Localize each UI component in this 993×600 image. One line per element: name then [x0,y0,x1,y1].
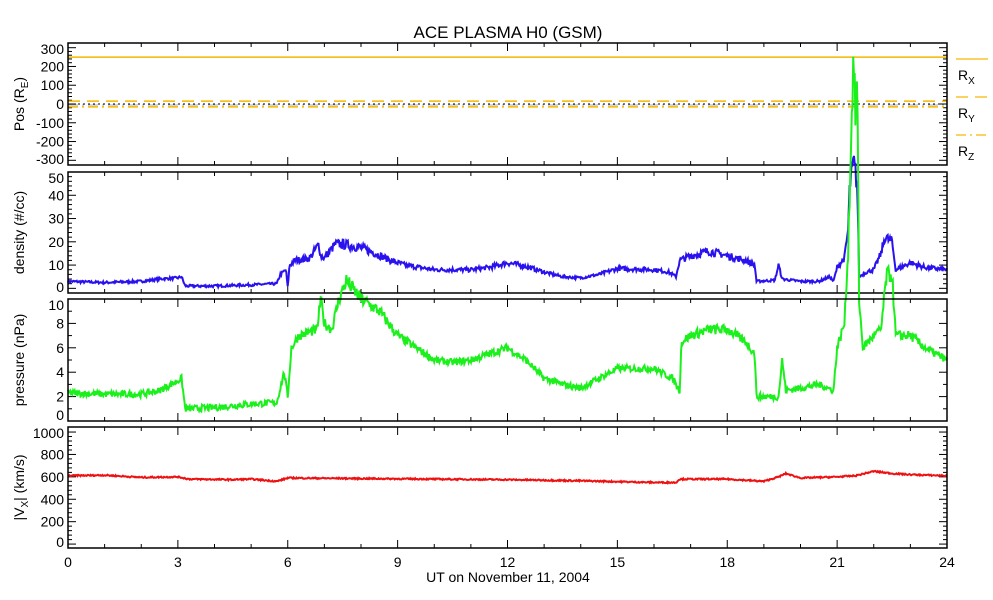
y-axis-label: density (#/cc) [11,191,27,274]
y-tick-label: 0 [56,534,64,550]
y-axis-label-end: ) [11,77,27,82]
y-tick-label: 200 [41,514,65,530]
x-tick-label: 24 [939,554,955,570]
x-tick-label: 0 [64,554,72,570]
y-axis-label-sub: X [20,501,31,508]
y-axis-label-text: Pos (R [11,88,27,131]
y-tick-label: -200 [36,134,64,150]
legend-label-sub: Z [968,152,974,163]
y-tick-label: 10 [48,297,64,313]
density-series-line [67,155,948,291]
y-axis-label-text: pressure (nPa) [11,314,27,407]
y-tick-label: 2 [56,389,64,405]
x-tick-label: 21 [829,554,845,570]
y-tick-label: 8 [56,315,64,331]
legend-label-rz: RZ [958,143,974,163]
y-axis-label-text: density (#/cc) [11,191,27,274]
y-tick-label: 30 [48,211,64,227]
panel-velocity: 1000 800 600 400 200 0 |VX| (km/s) [11,425,948,550]
legend-label-ry: RY [958,105,975,125]
y-tick-label: 0 [56,279,64,295]
y-axis-label-end: | (km/s) [11,454,27,500]
legend-label-text: R [958,105,968,121]
panel-frame [67,42,948,166]
legend-label-sub: Y [968,114,975,125]
y-tick-label: 0 [56,407,64,423]
x-tick-label: 9 [394,554,402,570]
y-tick-label: 4 [56,364,64,380]
y-tick-label: 400 [41,491,65,507]
chart-title: ACE PLASMA H0 (GSM) [414,23,603,42]
y-axis-label: |VX| (km/s) [11,454,31,520]
y-tick-label: 20 [48,234,64,250]
y-tick-label: 1000 [33,425,64,441]
panel-frame [67,426,948,549]
panel-frame [67,171,948,294]
x-tick-label: 3 [174,554,182,570]
x-tick-label: 12 [500,554,516,570]
pressure-series-line [67,56,948,414]
y-tick-label: 0 [56,96,64,112]
y-tick-label: 10 [48,257,64,273]
velocity-series-line [67,469,948,485]
legend-label-sub: X [968,76,975,87]
y-axis-label-text: |V [11,507,27,521]
y-tick-label: 50 [48,170,64,186]
x-tick-label: 6 [284,554,292,570]
panel-frame [67,298,948,422]
x-axis-label: UT on November 11, 2004 [426,569,590,585]
y-axis-label: Pos (RE) [11,77,31,131]
y-tick-label: 100 [41,77,65,93]
legend-label-text: R [958,67,968,83]
y-tick-label: 200 [41,58,65,74]
y-tick-label: 6 [56,340,64,356]
legend-label-text: R [958,143,968,159]
y-axis-label: pressure (nPa) [11,314,27,407]
y-tick-label: 40 [48,187,64,203]
y-tick-label: 600 [41,469,65,485]
x-tick-label: 18 [719,554,735,570]
y-axis-label-sub: E [20,81,31,88]
y-tick-label: 800 [41,446,65,462]
y-tick-label: 300 [41,41,65,57]
y-tick-label: -100 [36,115,64,131]
y-tick-label: -300 [36,151,64,167]
legend-label-rx: RX [958,67,975,87]
x-tick-label: 15 [610,554,626,570]
